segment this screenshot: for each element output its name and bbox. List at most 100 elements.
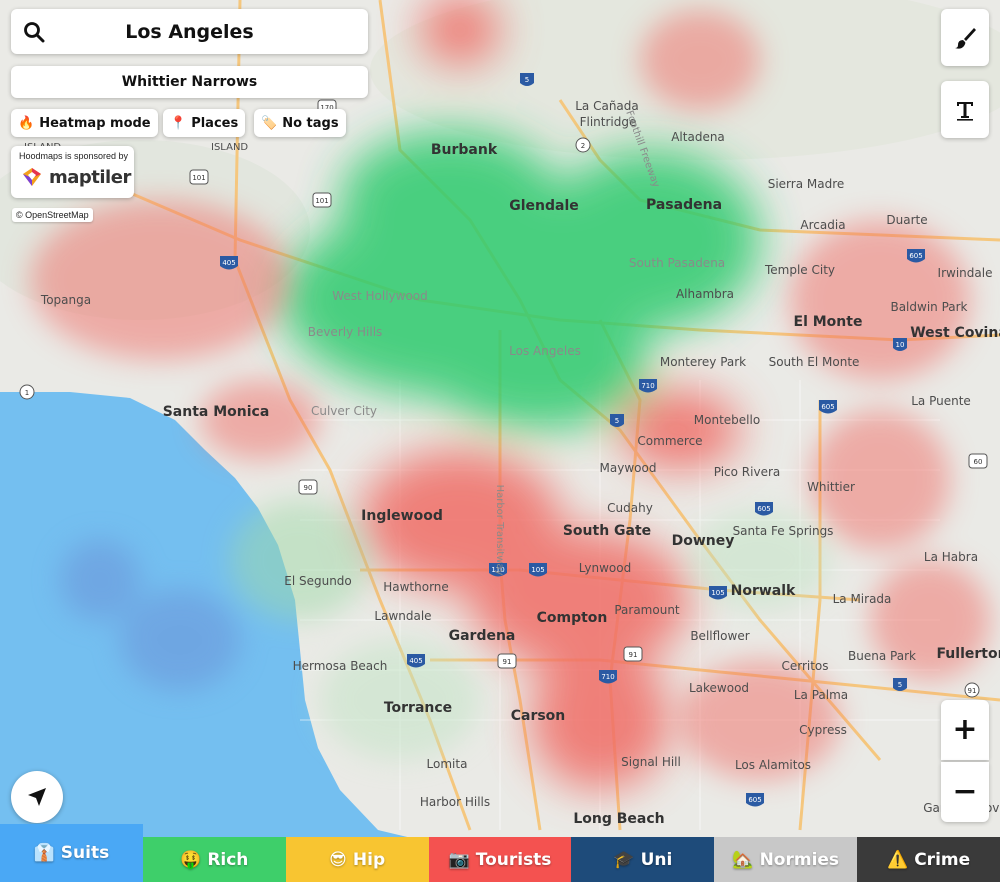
svg-text:91: 91	[629, 651, 638, 659]
tag-suits[interactable]: 👔 Suits	[0, 824, 143, 882]
place-label: West Hollywood	[332, 289, 428, 303]
place-label: Commerce	[637, 434, 702, 448]
svg-text:605: 605	[748, 796, 761, 804]
place-label: Sierra Madre	[768, 177, 845, 191]
place-label: Buena Park	[848, 649, 916, 663]
svg-text:605: 605	[821, 403, 834, 411]
place-label: Altadena	[671, 130, 725, 144]
fire-icon: 🔥	[18, 115, 35, 131]
search-icon[interactable]	[11, 21, 57, 43]
tag-bar: 👔 Suits 🤑 Rich 😎 Hip 📷 Tourists 🎓 Uni 🏡 Normies ⚠️ Cr…	[0, 824, 1000, 882]
place-label: Whittier	[807, 480, 855, 494]
tag-emoji-icon: ⚠️	[887, 849, 909, 870]
zoom-in-button[interactable]: +	[941, 700, 989, 760]
place-label: Alhambra	[676, 287, 734, 301]
tag-rich[interactable]: 🤑 Rich	[142, 837, 286, 882]
svg-text:405: 405	[409, 657, 422, 665]
paint-brush-button[interactable]	[941, 9, 989, 66]
search-box[interactable]: Los Angeles	[11, 9, 368, 54]
place-label: Lawndale	[374, 609, 431, 623]
no-tags-chip[interactable]: 🏷️ No tags	[254, 109, 346, 137]
tag-emoji-icon: 😎	[329, 849, 347, 870]
svg-text:101: 101	[315, 197, 328, 205]
tag-icon: 🏷️	[261, 115, 278, 131]
svg-text:105: 105	[531, 566, 544, 574]
tag-hip[interactable]: 😎 Hip	[285, 837, 429, 882]
place-label: Duarte	[886, 213, 927, 227]
svg-text:710: 710	[641, 382, 654, 390]
sponsor-brand: maptiler	[49, 166, 131, 188]
place-label: La Cañada	[575, 99, 639, 113]
place-label: La Palma	[794, 688, 848, 702]
svg-text:605: 605	[909, 252, 922, 260]
place-label: Compton	[537, 610, 608, 626]
place-label: South El Monte	[769, 355, 860, 369]
city-title[interactable]: Los Angeles	[125, 20, 254, 43]
place-label: Burbank	[431, 142, 498, 158]
place-label: ISLAND	[211, 142, 248, 153]
plus-icon: +	[952, 712, 978, 747]
place-label: Los Alamitos	[735, 758, 811, 772]
chip-label: No tags	[282, 115, 339, 131]
svg-text:10: 10	[896, 341, 905, 349]
place-label: Downey	[672, 533, 735, 549]
svg-text:5: 5	[615, 417, 619, 425]
tag-label: Rich	[207, 849, 249, 870]
place-label: Carson	[511, 708, 566, 724]
zoom-out-button[interactable]: −	[941, 762, 989, 822]
place-label: Fullerton	[936, 646, 1000, 662]
place-label: Lakewood	[689, 681, 749, 695]
svg-text:170: 170	[320, 104, 333, 112]
place-label: Flintridge	[580, 115, 637, 129]
place-label: Gardena	[449, 628, 516, 644]
place-label: Irwindale	[938, 266, 993, 280]
maptiler-logo-icon	[23, 168, 41, 186]
place-label: El Monte	[794, 314, 863, 330]
place-label: Beverly Hills	[308, 325, 383, 339]
svg-text:710: 710	[601, 673, 614, 681]
svg-text:101: 101	[192, 174, 205, 182]
tag-crime[interactable]: ⚠️ Crime	[857, 837, 1000, 882]
hood-label: Whittier Narrows	[11, 66, 368, 98]
brush-icon	[955, 27, 976, 49]
svg-text:105: 105	[711, 589, 724, 597]
svg-text:110: 110	[491, 566, 504, 574]
place-labels: Burbank Glendale Pasadena Santa Monica Ingle…	[24, 99, 1000, 827]
place-label: Santa Monica	[163, 404, 270, 420]
place-label: Bellflower	[690, 629, 749, 643]
sponsor-text: Hoodmaps is sponsored by	[19, 151, 129, 161]
sponsor-box[interactable]: Hoodmaps is sponsored by maptiler	[11, 146, 134, 198]
svg-text:2: 2	[581, 142, 585, 150]
tag-emoji-icon: 🏡	[732, 849, 754, 870]
tag-uni[interactable]: 🎓 Uni	[571, 837, 715, 882]
text-tool-button[interactable]	[941, 81, 989, 138]
place-label: Harbor Hills	[420, 795, 490, 809]
tag-emoji-icon: 📷	[448, 849, 470, 870]
tag-label: Uni	[640, 849, 673, 870]
place-label: Cypress	[799, 723, 847, 737]
place-label: Maywood	[600, 461, 657, 475]
place-label: Monterey Park	[660, 355, 746, 369]
place-label: Hermosa Beach	[293, 659, 388, 673]
tag-normies[interactable]: 🏡 Normies	[714, 837, 858, 882]
place-label: South Gate	[563, 523, 651, 539]
locate-me-button[interactable]	[11, 771, 63, 823]
minus-icon: −	[952, 774, 978, 809]
tag-emoji-icon: 🎓	[613, 849, 635, 870]
places-chip[interactable]: 📍 Places	[163, 109, 246, 137]
highway-shields: 405 101 101 170 5 2 710 5 110 105 105 60…	[19, 73, 988, 807]
place-label: Montebello	[694, 413, 760, 427]
place-label: Hawthorne	[383, 580, 449, 594]
tag-tourists[interactable]: 📷 Tourists	[428, 837, 572, 882]
tag-label: Crime	[914, 849, 971, 870]
place-label: South Pasadena	[629, 256, 725, 270]
attribution[interactable]: © OpenStreetMap	[12, 208, 93, 222]
text-icon	[957, 101, 973, 121]
place-label: La Puente	[911, 394, 971, 408]
svg-text:1: 1	[25, 389, 29, 397]
place-label: Santa Fe Springs	[733, 524, 834, 538]
svg-text:605: 605	[757, 505, 770, 513]
svg-text:5: 5	[898, 681, 902, 689]
heatmap-mode-chip[interactable]: 🔥 Heatmap mode	[11, 109, 158, 137]
